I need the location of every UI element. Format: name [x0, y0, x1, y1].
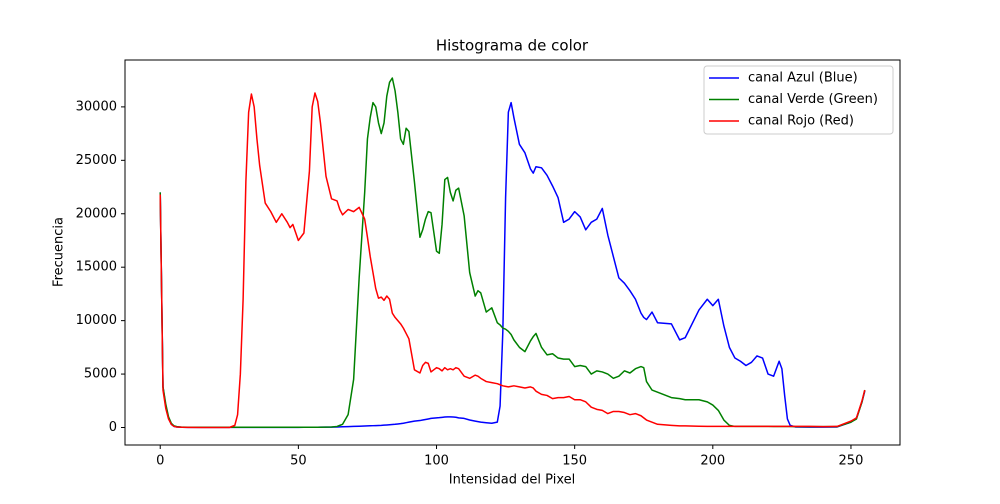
y-tick-label: 0 — [109, 420, 117, 435]
x-tick-label: 50 — [290, 454, 307, 469]
y-axis-label: Frecuencia — [52, 217, 67, 287]
series-line — [159, 92, 866, 429]
legend-label: canal Verde (Green) — [748, 92, 878, 107]
legend-box — [703, 65, 894, 135]
plot-frame — [124, 59, 901, 446]
x-tick-label: 0 — [156, 454, 164, 469]
x-tick-label: 200 — [700, 454, 725, 469]
y-tick-label: 25000 — [76, 153, 117, 168]
series-line — [159, 77, 866, 429]
y-tick-label: 5000 — [84, 367, 117, 382]
x-tick-label: 250 — [839, 454, 864, 469]
x-tick-label: 100 — [424, 454, 449, 469]
y-tick-label: 20000 — [76, 206, 117, 221]
x-tick-label: 150 — [562, 454, 587, 469]
y-tick-label: 30000 — [76, 99, 117, 114]
y-tick-label: 10000 — [76, 313, 117, 328]
legend-label: canal Azul (Blue) — [748, 71, 858, 86]
series-line — [159, 101, 866, 429]
x-axis-label: Intensidad del Pixel — [449, 473, 575, 488]
chart-title: Histograma de color — [436, 37, 589, 55]
y-tick-label: 15000 — [76, 260, 117, 275]
legend-label: canal Rojo (Red) — [748, 114, 854, 129]
